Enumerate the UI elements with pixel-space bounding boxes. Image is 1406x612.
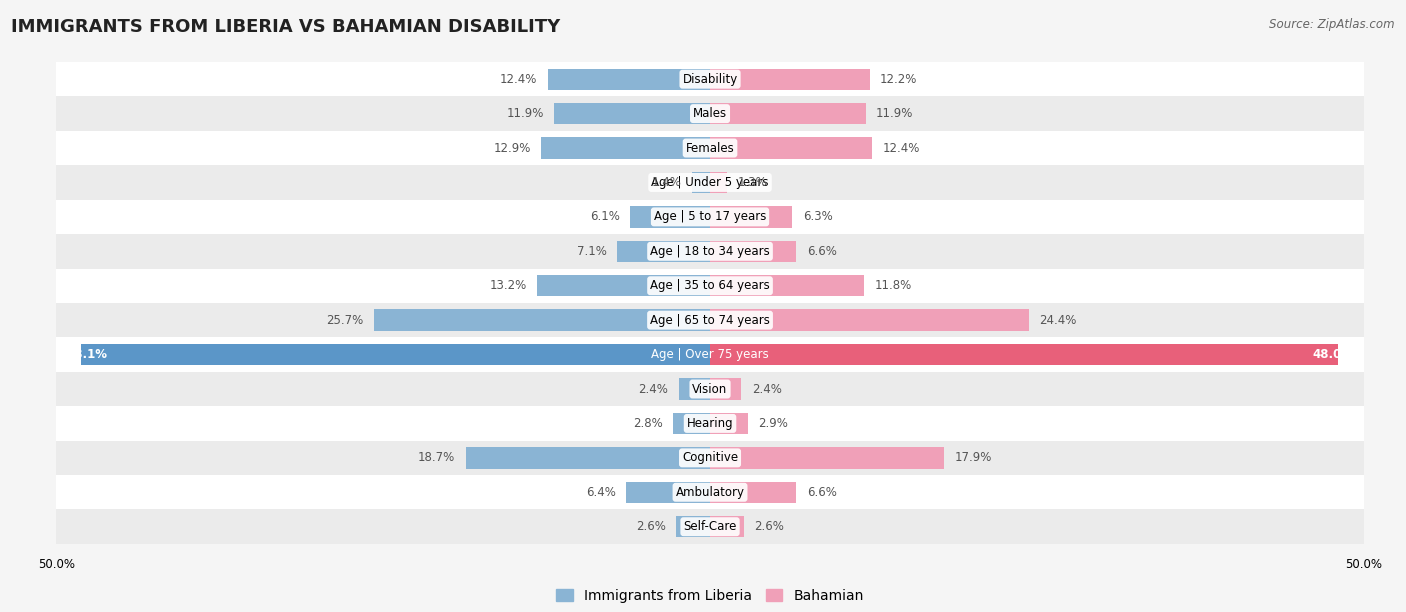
Text: IMMIGRANTS FROM LIBERIA VS BAHAMIAN DISABILITY: IMMIGRANTS FROM LIBERIA VS BAHAMIAN DISA… xyxy=(11,18,561,36)
Bar xyxy=(692,172,710,193)
Text: Disability: Disability xyxy=(682,73,738,86)
Bar xyxy=(710,378,741,400)
Text: 48.0%: 48.0% xyxy=(1312,348,1354,361)
Text: 6.3%: 6.3% xyxy=(803,211,832,223)
Bar xyxy=(630,206,710,228)
Text: 2.4%: 2.4% xyxy=(752,382,782,395)
Text: 1.4%: 1.4% xyxy=(651,176,682,189)
Text: Males: Males xyxy=(693,107,727,120)
Text: Age | Under 5 years: Age | Under 5 years xyxy=(651,176,769,189)
Bar xyxy=(710,447,943,469)
Bar xyxy=(710,206,793,228)
Bar xyxy=(56,337,1364,371)
Bar xyxy=(56,441,1364,475)
Text: Vision: Vision xyxy=(692,382,728,395)
Bar xyxy=(56,269,1364,303)
Text: Age | 18 to 34 years: Age | 18 to 34 years xyxy=(650,245,770,258)
Text: 6.6%: 6.6% xyxy=(807,245,837,258)
Text: 2.4%: 2.4% xyxy=(638,382,668,395)
Text: Age | 65 to 74 years: Age | 65 to 74 years xyxy=(650,314,770,327)
Text: 11.8%: 11.8% xyxy=(875,279,912,292)
Text: Ambulatory: Ambulatory xyxy=(675,486,745,499)
Bar xyxy=(676,516,710,537)
Text: Cognitive: Cognitive xyxy=(682,452,738,465)
Text: 18.7%: 18.7% xyxy=(418,452,456,465)
Text: Age | 35 to 64 years: Age | 35 to 64 years xyxy=(650,279,770,292)
Text: 2.8%: 2.8% xyxy=(633,417,664,430)
Bar xyxy=(56,371,1364,406)
Bar xyxy=(710,344,1337,365)
Bar xyxy=(710,172,727,193)
Text: 2.6%: 2.6% xyxy=(755,520,785,533)
Legend: Immigrants from Liberia, Bahamian: Immigrants from Liberia, Bahamian xyxy=(551,583,869,608)
Bar xyxy=(554,103,710,124)
Bar xyxy=(56,200,1364,234)
Bar xyxy=(710,241,796,262)
Text: 25.7%: 25.7% xyxy=(326,314,364,327)
Text: 11.9%: 11.9% xyxy=(506,107,544,120)
Bar xyxy=(56,303,1364,337)
Bar xyxy=(673,412,710,434)
Text: Age | 5 to 17 years: Age | 5 to 17 years xyxy=(654,211,766,223)
Bar xyxy=(56,406,1364,441)
Text: 12.2%: 12.2% xyxy=(880,73,917,86)
Bar xyxy=(537,275,710,296)
Text: 12.4%: 12.4% xyxy=(883,141,920,154)
Text: 6.4%: 6.4% xyxy=(586,486,616,499)
Text: 7.1%: 7.1% xyxy=(576,245,607,258)
Bar xyxy=(710,103,866,124)
Bar xyxy=(548,69,710,90)
Bar xyxy=(56,62,1364,96)
Text: 2.6%: 2.6% xyxy=(636,520,665,533)
Bar xyxy=(710,482,796,503)
Text: 6.1%: 6.1% xyxy=(591,211,620,223)
Bar xyxy=(56,165,1364,200)
Bar xyxy=(626,482,710,503)
Bar xyxy=(710,412,748,434)
Text: 17.9%: 17.9% xyxy=(955,452,991,465)
Text: 12.4%: 12.4% xyxy=(501,73,537,86)
Bar xyxy=(710,275,865,296)
Bar xyxy=(465,447,710,469)
Text: Hearing: Hearing xyxy=(686,417,734,430)
Bar xyxy=(56,509,1364,544)
Text: 6.6%: 6.6% xyxy=(807,486,837,499)
Text: 24.4%: 24.4% xyxy=(1039,314,1077,327)
Bar xyxy=(710,137,872,159)
Bar xyxy=(82,344,710,365)
Bar xyxy=(56,234,1364,269)
Text: Self-Care: Self-Care xyxy=(683,520,737,533)
Text: Females: Females xyxy=(686,141,734,154)
Text: 48.1%: 48.1% xyxy=(66,348,108,361)
Text: 2.9%: 2.9% xyxy=(758,417,789,430)
Bar xyxy=(374,310,710,331)
Text: 11.9%: 11.9% xyxy=(876,107,914,120)
Text: Source: ZipAtlas.com: Source: ZipAtlas.com xyxy=(1270,18,1395,31)
Bar xyxy=(56,475,1364,509)
Bar xyxy=(56,131,1364,165)
Text: 12.9%: 12.9% xyxy=(494,141,531,154)
Bar xyxy=(679,378,710,400)
Text: 1.3%: 1.3% xyxy=(738,176,768,189)
Bar xyxy=(710,69,869,90)
Bar xyxy=(710,516,744,537)
Text: Age | Over 75 years: Age | Over 75 years xyxy=(651,348,769,361)
Text: 13.2%: 13.2% xyxy=(489,279,527,292)
Bar xyxy=(541,137,710,159)
Bar xyxy=(617,241,710,262)
Bar xyxy=(56,96,1364,131)
Bar xyxy=(710,310,1029,331)
